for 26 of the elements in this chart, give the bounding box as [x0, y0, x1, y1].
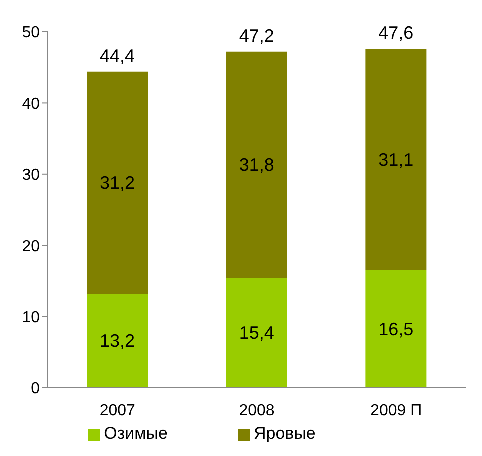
bar	[226, 52, 288, 278]
legend-label: Озимые	[104, 424, 168, 443]
data-label: 13,2	[100, 331, 136, 352]
bar	[366, 270, 427, 388]
total-label: 47,2	[239, 26, 274, 46]
data-label: 15,4	[239, 323, 274, 344]
bar	[366, 49, 427, 271]
bar	[87, 72, 148, 294]
data-label: 31,8	[239, 155, 274, 176]
y-tick-label: 50	[22, 24, 40, 42]
bar	[87, 294, 148, 388]
y-tick-label: 30	[22, 167, 40, 184]
data-label: 31,2	[100, 172, 136, 193]
y-tick-label: 0	[31, 380, 40, 398]
bar	[226, 278, 288, 388]
x-tick-label: 2008	[239, 402, 275, 420]
data-label: 16,5	[378, 319, 414, 340]
total-label: 47,6	[378, 23, 414, 44]
x-tick-label: 2009 П	[370, 402, 422, 420]
x-tick-label: 2007	[100, 402, 136, 420]
y-tick-label: 20	[22, 238, 40, 256]
data-label: 31,1	[378, 150, 414, 170]
legend-label: Яровые	[254, 424, 316, 443]
y-tick-label: 40	[22, 96, 40, 113]
total-label: 44,4	[100, 46, 136, 66]
y-tick-label: 10	[22, 309, 40, 326]
